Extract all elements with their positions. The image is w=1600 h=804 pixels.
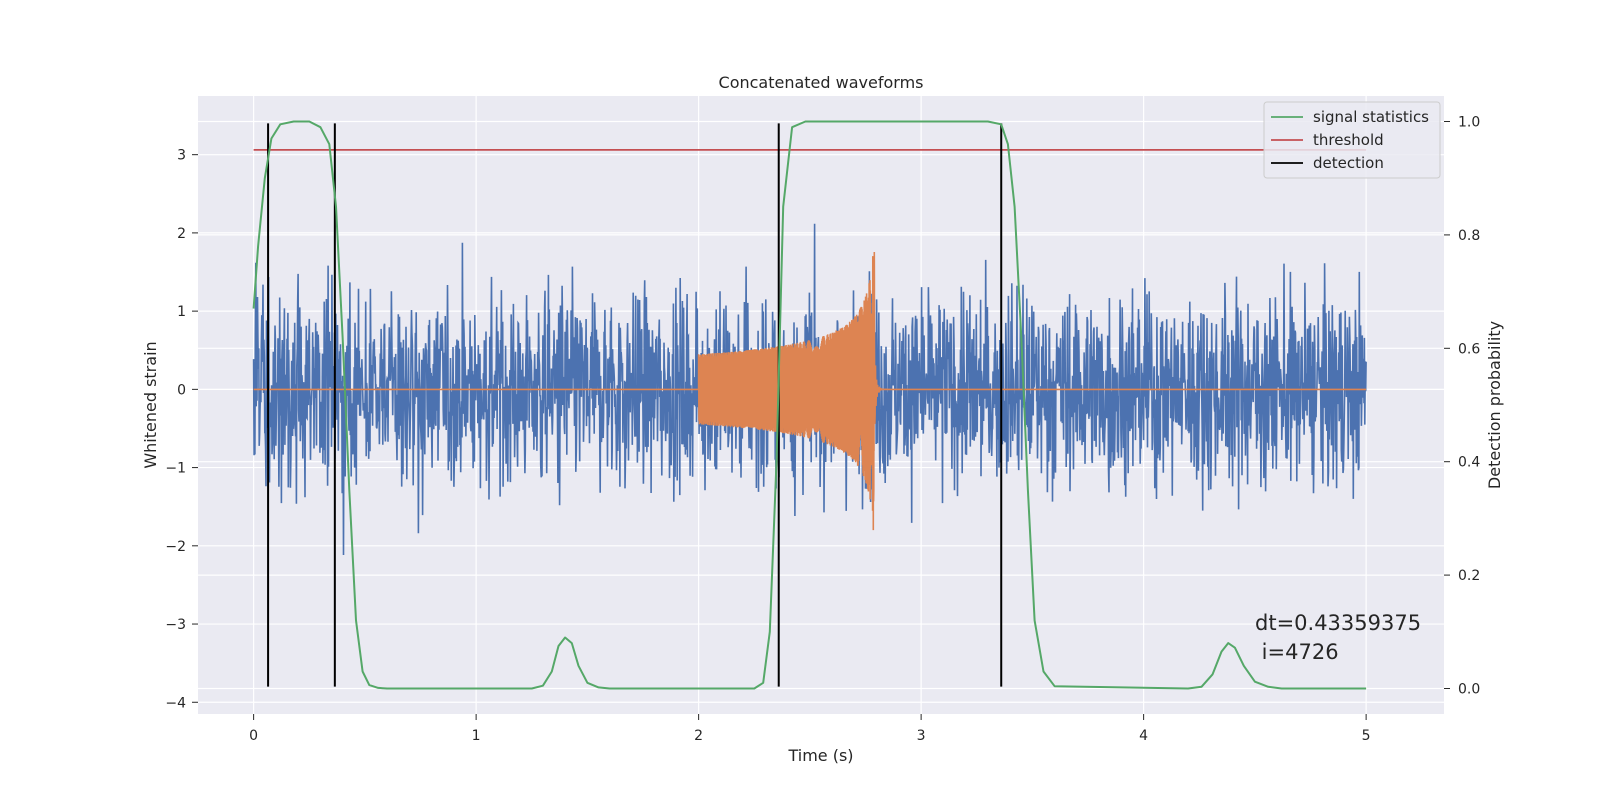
x-axis-label: Time (s) — [787, 746, 853, 765]
x-tick-label-4: 4 — [1139, 728, 1148, 744]
y-tick-label-7: 3 — [177, 148, 186, 164]
y-right-tick-label-3: 0.6 — [1458, 341, 1480, 357]
x-tick-label-2: 2 — [694, 728, 703, 744]
x-tick-label-0: 0 — [249, 728, 258, 744]
legend-frame — [1263, 101, 1441, 179]
y-tick-label-5: 1 — [177, 304, 186, 320]
y-tick-label-4: 0 — [177, 382, 186, 398]
y-right-tick-label-0: 0.0 — [1458, 681, 1480, 697]
annotation: dt=0.43359375 i=4726 — [1255, 611, 1421, 664]
annotation-line-i: i=4726 — [1255, 640, 1339, 664]
legend-label-threshold: threshold — [1313, 131, 1384, 149]
data-layer — [252, 120, 1367, 690]
y-tick-label-1: −3 — [165, 617, 186, 633]
legend: signal statistics threshold detection — [1263, 101, 1441, 179]
y-tick-label-3: −1 — [165, 461, 186, 477]
series-line-signal-statistics — [252, 120, 1367, 690]
y-tick-label-0: −4 — [165, 695, 186, 711]
y-axis-label: Whitened strain — [141, 341, 160, 468]
y-right-axis-label: Detection probability — [1485, 321, 1504, 489]
y-tick-label-6: 2 — [177, 226, 186, 242]
axes: 0 1 2 3 4 5 −4 −3 −2 −1 0 1 2 3 0.0 0.2 0.4 0.6 0.8 1.0 — [165, 115, 1480, 744]
x-tick-label-5: 5 — [1362, 728, 1371, 744]
x-tick-label-3: 3 — [917, 728, 926, 744]
y-right-tick-label-1: 0.2 — [1458, 568, 1480, 584]
y-right-tick-label-2: 0.4 — [1458, 455, 1480, 471]
y-right-tick-label-5: 1.0 — [1458, 115, 1480, 131]
x-tick-label-1: 1 — [472, 728, 481, 744]
annotation-line-dt: dt=0.43359375 — [1255, 611, 1421, 635]
legend-label-detection: detection — [1313, 154, 1384, 172]
legend-label-signal-statistics: signal statistics — [1313, 108, 1429, 126]
series-line-chirp — [253, 251, 1367, 531]
chart-title: Concatenated waveforms — [719, 73, 924, 92]
y-right-tick-label-4: 0.8 — [1458, 228, 1480, 244]
series-line-strain-noise — [252, 223, 1367, 556]
plot-area — [252, 120, 1367, 690]
y-tick-label-2: −2 — [165, 539, 186, 555]
